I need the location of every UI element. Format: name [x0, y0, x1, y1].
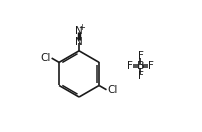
Text: Cl: Cl: [40, 53, 51, 63]
Text: F: F: [147, 61, 153, 71]
Text: N: N: [75, 26, 83, 36]
Text: B: B: [136, 61, 144, 71]
Text: Cl: Cl: [107, 85, 117, 95]
Text: N: N: [75, 37, 83, 47]
Text: F: F: [137, 71, 143, 81]
Text: F: F: [137, 51, 143, 61]
Text: +: +: [78, 23, 85, 32]
Text: F: F: [127, 61, 133, 71]
